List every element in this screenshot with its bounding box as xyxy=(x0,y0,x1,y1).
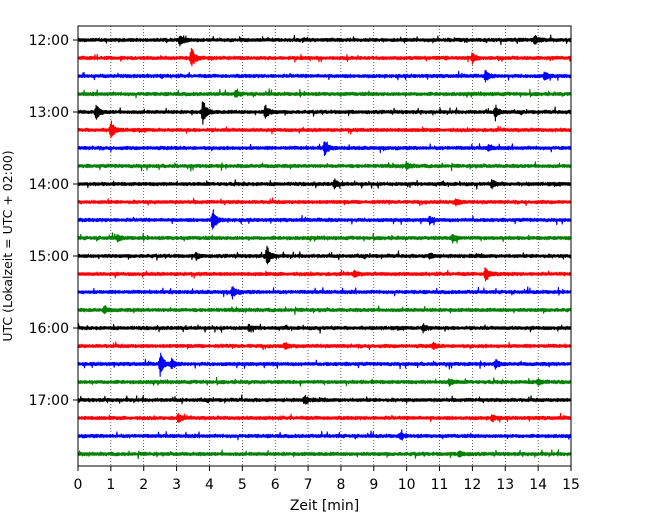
trace-1715 xyxy=(77,412,572,424)
trace-group xyxy=(77,34,572,460)
trace-1430 xyxy=(77,209,572,230)
trace-1200 xyxy=(77,34,572,47)
trace-1245 xyxy=(77,88,572,99)
x-tick-label: 6 xyxy=(271,477,280,493)
trace-1445 xyxy=(77,232,572,244)
trace-1315 xyxy=(77,120,572,139)
trace-1230 xyxy=(77,69,572,83)
x-tick-label: 7 xyxy=(304,477,313,493)
x-tick-label: 5 xyxy=(238,477,247,493)
trace-1630 xyxy=(77,352,572,377)
trace-1745 xyxy=(77,449,572,460)
trace-1615 xyxy=(77,341,572,351)
y-axis: 12:00 13:00 14:00 15:00 16:00 17:00 xyxy=(29,33,78,409)
x-tick-label: 8 xyxy=(336,477,345,493)
trace-1215 xyxy=(77,47,572,67)
plot-frame xyxy=(77,25,572,467)
x-tick-label: 15 xyxy=(562,477,580,493)
trace-1545 xyxy=(77,305,572,316)
y-tick-label: 13:00 xyxy=(29,105,69,121)
x-tick-label: 0 xyxy=(74,477,83,493)
y-tick-label: 17:00 xyxy=(29,393,69,409)
x-tick-label: 12 xyxy=(463,477,481,493)
y-tick-label: 15:00 xyxy=(29,249,69,265)
trace-1530 xyxy=(77,285,572,300)
trace-1600 xyxy=(77,323,572,334)
trace-1645 xyxy=(77,376,572,387)
x-tick-label: 14 xyxy=(529,477,547,493)
x-tick-label: 2 xyxy=(139,477,148,493)
trace-1730 xyxy=(77,429,572,441)
trace-1400 xyxy=(77,178,572,190)
trace-1700 xyxy=(77,394,572,405)
x-tick-label: 10 xyxy=(398,477,416,493)
x-tick-label: 4 xyxy=(205,477,214,493)
x-tick-label: 1 xyxy=(106,477,115,493)
x-tick-label: 3 xyxy=(172,477,181,493)
trace-1500 xyxy=(77,245,572,265)
x-axis-label: Zeit [min] xyxy=(290,498,359,514)
trace-1345 xyxy=(77,161,572,172)
trace-1330 xyxy=(77,141,572,157)
y-tick-label: 12:00 xyxy=(29,33,69,49)
trace-1415 xyxy=(77,197,572,207)
x-axis: 0 1 2 3 4 5 6 7 8 9 10 11 12 13 14 15 xyxy=(74,466,580,493)
x-tick-label: 11 xyxy=(431,477,449,493)
grid-lines xyxy=(110,26,539,466)
y-axis-label: UTC (Lokalzeit = UTC + 02:00) xyxy=(0,150,15,341)
y-tick-label: 16:00 xyxy=(29,321,69,337)
x-tick-label: 9 xyxy=(369,477,378,493)
y-tick-label: 14:00 xyxy=(29,177,69,193)
x-tick-label: 13 xyxy=(496,477,514,493)
trace-1300 xyxy=(77,101,572,125)
trace-1515 xyxy=(77,267,572,282)
